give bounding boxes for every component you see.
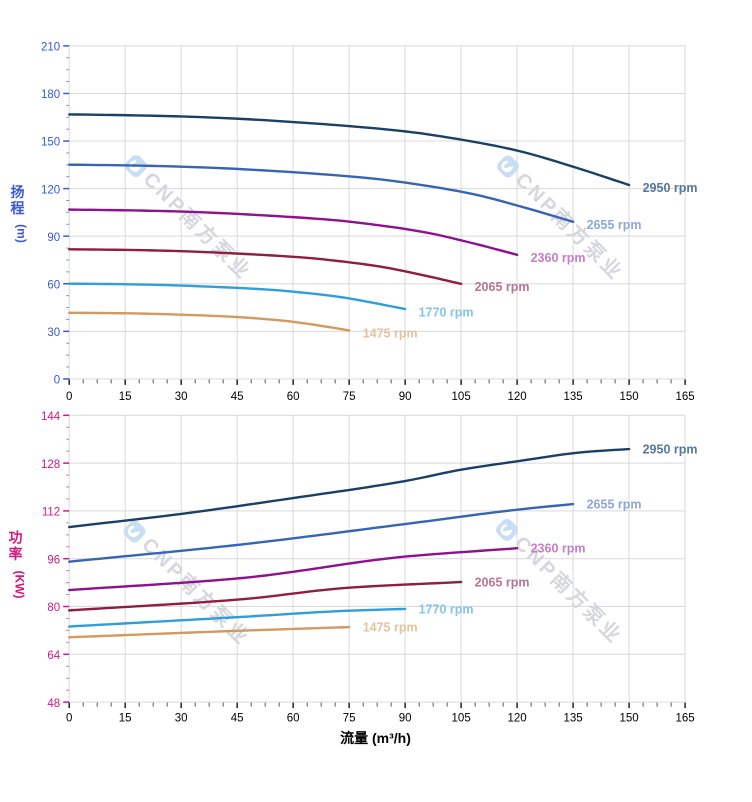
svg-text:144: 144 — [41, 411, 61, 423]
svg-text:165: 165 — [676, 713, 695, 725]
svg-text:2360 rpm: 2360 rpm — [531, 251, 586, 265]
svg-text:150: 150 — [620, 391, 639, 403]
svg-text:30: 30 — [175, 713, 188, 725]
svg-text:15: 15 — [119, 391, 132, 403]
svg-text:0: 0 — [54, 375, 60, 387]
svg-text:0: 0 — [66, 391, 72, 403]
svg-text:程: 程 — [11, 200, 25, 216]
svg-text:0: 0 — [66, 713, 72, 725]
svg-text:2065 rpm: 2065 rpm — [475, 576, 530, 590]
svg-text:96: 96 — [47, 554, 60, 566]
svg-text:75: 75 — [343, 713, 356, 725]
svg-text:(KW): (KW) — [13, 571, 27, 599]
svg-text:2655 rpm: 2655 rpm — [587, 498, 642, 512]
svg-text:1770 rpm: 1770 rpm — [419, 602, 474, 616]
svg-text:60: 60 — [47, 279, 60, 291]
svg-text:150: 150 — [41, 137, 60, 149]
svg-text:210: 210 — [41, 42, 60, 54]
svg-text:率: 率 — [9, 546, 23, 562]
svg-text:45: 45 — [231, 391, 244, 403]
svg-text:15: 15 — [119, 713, 132, 725]
svg-text:120: 120 — [508, 713, 527, 725]
svg-text:120: 120 — [41, 184, 60, 196]
svg-text:45: 45 — [231, 713, 244, 725]
svg-text:120: 120 — [508, 391, 527, 403]
svg-text:105: 105 — [452, 713, 471, 725]
svg-text:105: 105 — [452, 391, 471, 403]
svg-text:2950 rpm: 2950 rpm — [643, 181, 698, 195]
svg-text:功: 功 — [9, 530, 23, 546]
svg-text:1475 rpm: 1475 rpm — [363, 327, 418, 341]
svg-text:150: 150 — [620, 713, 639, 725]
svg-text:(m): (m) — [15, 224, 29, 243]
svg-text:90: 90 — [47, 232, 60, 244]
svg-text:60: 60 — [287, 713, 300, 725]
svg-text:64: 64 — [47, 650, 60, 662]
svg-text:30: 30 — [47, 327, 60, 339]
svg-text:2655 rpm: 2655 rpm — [587, 218, 642, 232]
svg-text:流量 (m³/h): 流量 (m³/h) — [340, 730, 411, 746]
svg-text:2065 rpm: 2065 rpm — [475, 280, 530, 294]
svg-text:80: 80 — [47, 602, 60, 614]
svg-text:128: 128 — [41, 459, 60, 471]
svg-text:112: 112 — [42, 507, 60, 519]
svg-text:75: 75 — [343, 391, 356, 403]
svg-text:135: 135 — [564, 391, 583, 403]
svg-text:165: 165 — [676, 391, 695, 403]
svg-text:180: 180 — [41, 89, 60, 101]
svg-text:60: 60 — [287, 391, 300, 403]
svg-text:30: 30 — [175, 391, 188, 403]
svg-text:48: 48 — [47, 698, 60, 710]
svg-text:90: 90 — [399, 713, 412, 725]
svg-text:2360 rpm: 2360 rpm — [531, 542, 586, 556]
svg-text:90: 90 — [399, 391, 412, 403]
svg-text:扬: 扬 — [11, 184, 25, 200]
svg-text:1475 rpm: 1475 rpm — [363, 621, 418, 635]
svg-text:1770 rpm: 1770 rpm — [419, 305, 474, 319]
svg-text:135: 135 — [564, 713, 583, 725]
svg-text:2950 rpm: 2950 rpm — [643, 443, 698, 457]
